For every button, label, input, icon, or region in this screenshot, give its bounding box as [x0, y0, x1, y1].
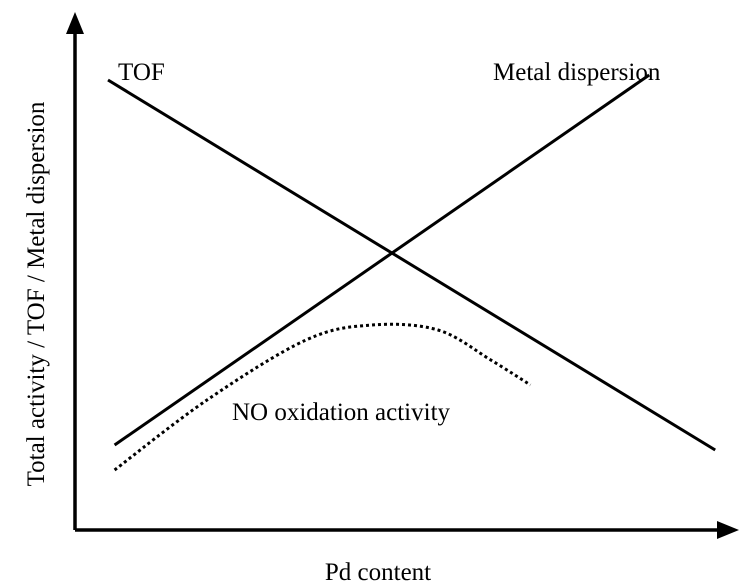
- series-line-tof: [107, 78, 716, 452]
- series-line-no-oxidation-activity: [113, 322, 532, 472]
- series-label-tof: TOF: [118, 59, 165, 86]
- x-axis-arrowhead: [717, 521, 739, 539]
- y-axis-arrowhead: [66, 12, 84, 34]
- series-label-no-oxidation-activity: NO oxidation activity: [232, 399, 451, 426]
- series-line-metal-dispersion: [113, 73, 651, 447]
- x-axis-title: Pd content: [325, 559, 431, 586]
- y-axis-title: Total activity / TOF / Metal dispersion: [23, 101, 50, 486]
- series-label-metal-dispersion: Metal dispersion: [493, 59, 661, 86]
